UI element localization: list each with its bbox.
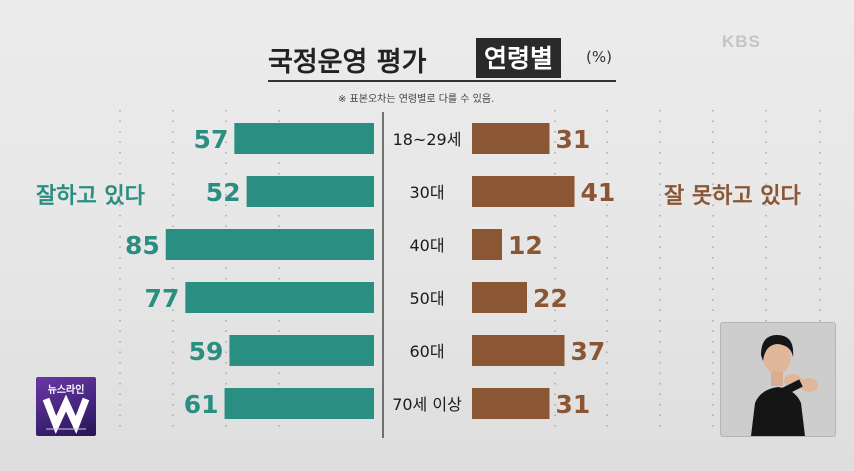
category-label: 60대 [409,342,444,361]
bar-negative [472,229,502,260]
program-logo-text: 뉴스라인 [47,385,85,396]
category-label: 30대 [409,183,444,202]
bar-negative [472,123,550,154]
title-unit: (%) [586,48,612,66]
data-label-positive: 57 [194,125,229,154]
category-label: 70세 이상 [392,395,462,414]
program-logo: 뉴스라인 [36,377,96,436]
bar-positive [224,388,374,419]
bar-positive [165,229,374,260]
bar-negative [472,176,575,207]
legend-right-label: 잘 못하고 있다 [664,184,801,209]
data-label-negative: 31 [556,125,591,154]
data-label-positive: 61 [184,390,219,419]
title-main: 국정운영 평가 [268,47,427,78]
title-highlight: 연령별 [476,38,562,78]
bar-positive [234,123,374,154]
sampling-note: ※ 표본오차는 연령별로 다를 수 있음. [338,94,495,105]
chart-title: 국정운영 평가 연령별 (%) [268,38,618,84]
title-underline [268,80,616,82]
category-label: 50대 [409,289,444,308]
bar-negative [472,282,527,313]
category-label: 40대 [409,236,444,255]
bar-positive [229,335,374,366]
data-label-negative: 22 [533,284,568,313]
legend-left-label: 잘하고 있다 [36,184,145,209]
data-label-negative: 37 [571,337,606,366]
data-label-negative: 12 [508,231,543,260]
data-label-negative: 31 [556,390,591,419]
sign-language-interpreter-icon [721,323,835,436]
data-label-positive: 85 [125,231,160,260]
data-label-positive: 59 [189,337,224,366]
w-letter-icon [42,394,90,435]
sign-language-interpreter-inset [720,322,836,437]
bar-positive [185,282,374,313]
bar-positive [246,176,374,207]
data-label-positive: 52 [206,178,241,207]
data-label-positive: 77 [145,284,180,313]
data-label-negative: 41 [581,178,616,207]
bar-negative [472,388,550,419]
bar-negative [472,335,565,366]
category-label: 18~29세 [393,130,462,149]
broadcaster-logo: KBS [722,32,761,51]
